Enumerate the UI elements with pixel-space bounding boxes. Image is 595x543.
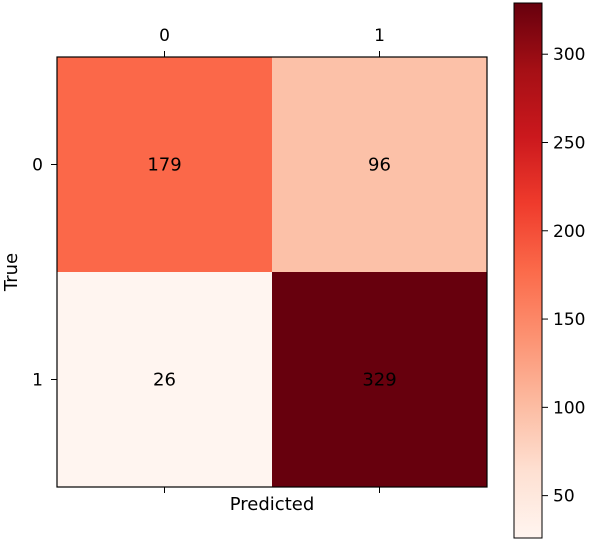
heatmap-cells [57,57,487,487]
y-tick-label: 0 [32,156,43,176]
y-axis-label: True [1,253,22,292]
colorbar-tick-label: 200 [553,222,585,242]
colorbar-tick-label: 100 [553,398,585,418]
x-tick-label: 1 [374,26,385,46]
colorbar-tick-label: 250 [553,133,585,153]
plot-frame [56,56,488,488]
heatmap-cell [272,57,487,272]
x-tick-label: 0 [159,26,170,46]
cell-value-labels: 179 96 26 329 [147,155,396,391]
y-axis-ticks: 01 [32,156,57,391]
heatmap-cell [57,57,272,272]
colorbar-tick-label: 150 [553,310,585,330]
cell-value-label: 26 [153,370,176,391]
cell-value-label: 329 [362,370,396,391]
x-axis-label: Predicted [230,494,315,515]
heatmap-cell [57,272,272,487]
heatmap-cell [272,272,487,487]
colorbar-tick-label: 300 [553,45,585,65]
cell-value-label: 179 [147,155,181,176]
colorbar-tick-label: 50 [553,487,575,507]
colorbar-ticks: 50 100 150 200 250 300 [542,45,585,507]
cell-value-label: 96 [368,155,391,176]
colorbar [513,2,543,539]
y-tick-label: 1 [32,371,43,391]
